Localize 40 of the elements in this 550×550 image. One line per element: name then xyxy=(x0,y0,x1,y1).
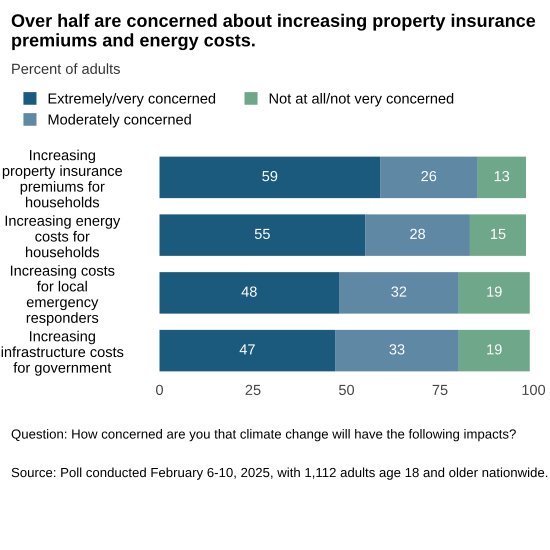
data-label: 28 xyxy=(410,228,426,240)
bar xyxy=(160,214,366,256)
legend-label: Not at all/not very concerned xyxy=(270,92,454,107)
x-tick-label: 75 xyxy=(432,384,448,396)
text: Question: How concerned are you that climate change will have the following impacts? xyxy=(12,429,516,442)
bar xyxy=(477,156,526,198)
y-tick-label: Increasing property insurance premiums for households xyxy=(2,150,122,208)
y-tick-label: Increasing energy costs for households xyxy=(6,215,120,258)
source-note: Source: Poll conducted February 6-10, 2025, with 1,112 adults age 18 and older nationwide. xyxy=(12,468,548,480)
data-label: 32 xyxy=(391,286,406,297)
bar xyxy=(160,330,336,372)
bar xyxy=(335,330,459,372)
y-tick-label: Increasing costs for local emergency responders xyxy=(10,265,114,326)
data-label: 13 xyxy=(494,170,510,182)
y-tick-label: Increasing infrastructure costs for government xyxy=(2,330,124,376)
bar xyxy=(160,272,340,314)
bar xyxy=(458,330,530,372)
x-tick-label: 0 xyxy=(156,384,163,396)
x-tick-label: 50 xyxy=(338,384,354,396)
bar xyxy=(380,156,478,198)
legend-label: Extremely/very concerned xyxy=(48,92,216,107)
bar xyxy=(470,214,526,256)
data-label: 19 xyxy=(487,286,502,297)
bar xyxy=(339,272,459,314)
bar xyxy=(458,272,530,314)
chart-title: Over half are concerned about increasing property insurance premiums and energy costs. xyxy=(12,14,536,50)
x-tick-label: 25 xyxy=(246,384,260,396)
data-label: 55 xyxy=(254,228,270,240)
data-label: 59 xyxy=(262,170,278,182)
data-label: 19 xyxy=(487,344,502,355)
data-label: 33 xyxy=(389,344,404,355)
data-label: 15 xyxy=(490,228,506,240)
bar xyxy=(365,214,470,256)
bar xyxy=(160,156,380,198)
legend-label: Moderately concerned xyxy=(48,114,191,128)
data-label: 48 xyxy=(241,286,257,297)
chart-subtitle: Percent of adults xyxy=(12,63,120,74)
data-label: 47 xyxy=(240,344,255,354)
data-label: 26 xyxy=(421,170,436,182)
x-tick-label: 100 xyxy=(522,384,546,396)
